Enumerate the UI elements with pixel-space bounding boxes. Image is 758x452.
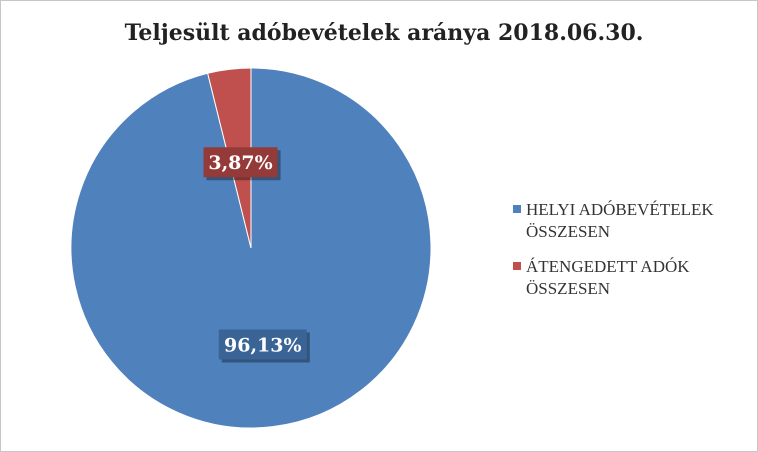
data-label-atengedett-text: 3,87% <box>208 152 272 174</box>
data-label-helyi-box <box>218 329 307 360</box>
legend: HELYI ADÓBEVÉTELEK ÖSSZESEN ÁTENGEDETT A… <box>513 200 714 298</box>
pie-slices <box>70 67 432 429</box>
data-label-atengedett-box <box>203 147 278 178</box>
legend-label-atengedett-line-1: ÁTENGEDETT ADÓK <box>526 257 690 276</box>
data-label-atengedett: 3,87% <box>203 147 281 181</box>
chart-title: Teljesült adóbevételek aránya 2018.06.30… <box>125 20 644 46</box>
data-labels: 96,13% 3,87% <box>203 147 310 363</box>
legend-swatch-helyi <box>513 205 521 213</box>
legend-swatch-atengedett <box>513 262 521 270</box>
data-label-helyi-text: 96,13% <box>224 334 302 356</box>
data-label-helyi: 96,13% <box>218 329 310 363</box>
legend-label-helyi-line-1: HELYI ADÓBEVÉTELEK <box>526 200 714 219</box>
legend-label-helyi-line-2: ÖSSZESEN <box>526 222 610 241</box>
legend-label-atengedett-line-2: ÖSSZESEN <box>526 279 610 298</box>
